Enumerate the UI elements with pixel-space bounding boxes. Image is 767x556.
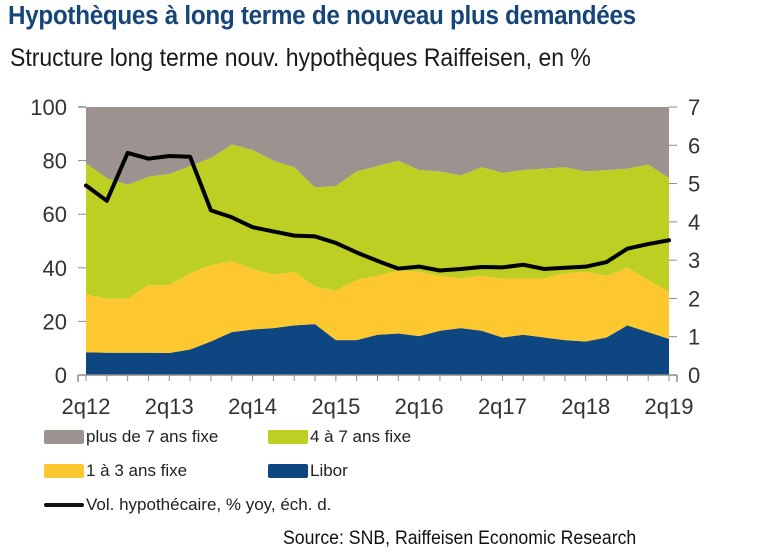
x-tick-label: 2q13 [145, 394, 194, 419]
legend-swatch [44, 430, 84, 444]
x-tick-label: 2q12 [62, 394, 111, 419]
y-right-tick-label: 3 [688, 248, 700, 273]
legend-label: Vol. hypothécaire, % yoy, éch. d. [86, 495, 332, 514]
y-right-tick-label: 1 [688, 325, 700, 350]
y-right-tick-label: 0 [688, 363, 700, 388]
y-left-tick-label: 40 [43, 256, 67, 281]
y-right-tick-label: 6 [688, 133, 700, 158]
x-tick-label: 2q19 [645, 394, 694, 419]
tick-labels: 0 20 40 60 80 100 0 1 2 3 4 5 6 7 2q12 2q13 2q14 2q15 2q16… [30, 95, 700, 419]
y-right-tick-label: 2 [688, 286, 700, 311]
legend-item-4-a-7: 4 à 7 ans fixe [268, 427, 411, 447]
legend-item-volume: Vol. hypothécaire, % yoy, éch. d. [44, 495, 331, 515]
area-4-7-ans-fixe [86, 144, 669, 299]
axes [77, 106, 678, 382]
legend-swatch [44, 464, 84, 478]
x-tick-label: 2q14 [228, 394, 277, 419]
y-left-tick-label: 20 [43, 309, 67, 334]
legend-label: plus de 7 ans fixe [86, 427, 219, 446]
legend-label: Libor [310, 461, 348, 480]
legend-label: 4 à 7 ans fixe [310, 427, 412, 446]
legend-item-1-a-3: 1 à 3 ans fixe [44, 461, 187, 481]
y-left-tick-label: 100 [30, 95, 67, 120]
x-tick-label: 2q18 [561, 394, 610, 419]
y-left-tick-label: 80 [43, 149, 67, 174]
stacked-areas [86, 107, 669, 375]
y-left-tick-label: 0 [55, 363, 67, 388]
y-right-tick-label: 4 [688, 210, 700, 235]
legend-line [44, 503, 84, 507]
legend-label: 1 à 3 ans fixe [86, 461, 188, 480]
legend-item-libor: Libor [268, 461, 348, 481]
line-volume-hypothecaire [84, 150, 671, 273]
area-libor [86, 324, 669, 375]
legend-swatch [268, 430, 308, 444]
y-left-tick-label: 60 [43, 202, 67, 227]
area-1-3-ans-fixe [86, 261, 669, 354]
chart-title: Hypothèques à long terme de nouveau plus… [8, 2, 636, 30]
source-note: Source: SNB, Raiffeisen Economic Researc… [283, 528, 637, 549]
volume-line-group [84, 150, 671, 273]
y-right-tick-label: 5 [688, 172, 700, 197]
y-right-tick-label: 7 [688, 95, 700, 120]
x-tick-label: 2q15 [311, 394, 360, 419]
area-plus-de-7-ans-fixe [86, 107, 669, 188]
x-tick-label: 2q16 [395, 394, 444, 419]
chart-subtitle: Structure long terme nouv. hypothèques R… [10, 44, 591, 72]
legend-item-plus-de-7: plus de 7 ans fixe [44, 427, 218, 447]
x-tick-label: 2q17 [478, 394, 527, 419]
legend-swatch [268, 464, 308, 478]
